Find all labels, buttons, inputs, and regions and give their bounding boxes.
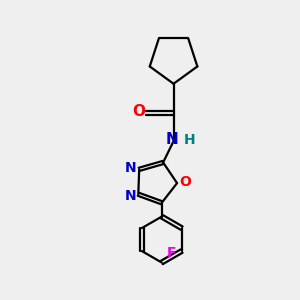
Text: N: N bbox=[125, 161, 137, 175]
Text: N: N bbox=[124, 189, 136, 203]
Text: H: H bbox=[184, 133, 196, 147]
Text: N: N bbox=[166, 132, 178, 147]
Text: O: O bbox=[179, 175, 191, 189]
Text: O: O bbox=[133, 104, 146, 119]
Text: F: F bbox=[167, 245, 176, 260]
